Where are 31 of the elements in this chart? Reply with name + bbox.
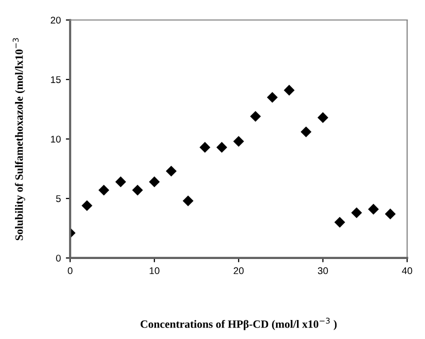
point [300,126,312,137]
y-tick-label: 10 [51,136,61,143]
point [267,92,278,102]
point [351,208,362,218]
x-tick-label: 0 [68,267,72,274]
x-tick-label: 40 [402,267,412,274]
x-tick-label: 20 [234,267,244,274]
point [216,142,227,152]
point [98,185,109,196]
point [368,204,379,214]
point [250,111,261,122]
y-tick-label: 0 [56,254,61,262]
point [334,217,345,228]
point [284,85,294,96]
x-tick-label: 10 [150,267,160,274]
y-tick-label: 20 [50,16,61,24]
point [132,185,143,196]
point [200,142,210,152]
point [318,112,328,123]
y-axis-title: Solubility of Sulfamethoxazole (mol/lx10$^{−3}$ [12,38,26,240]
y-tick-label: 5 [56,195,61,202]
x-tick-label: 30 [318,267,328,274]
point [82,200,92,211]
x-axis-title: Concentrations of HPβ-CD (mol/l x10$^{−3}$ ) [140,318,337,330]
point [182,196,194,206]
point [234,136,244,146]
point [116,176,126,187]
point [149,176,160,187]
point [166,166,176,176]
y-tick-label: 15 [51,76,61,84]
point [385,208,396,220]
